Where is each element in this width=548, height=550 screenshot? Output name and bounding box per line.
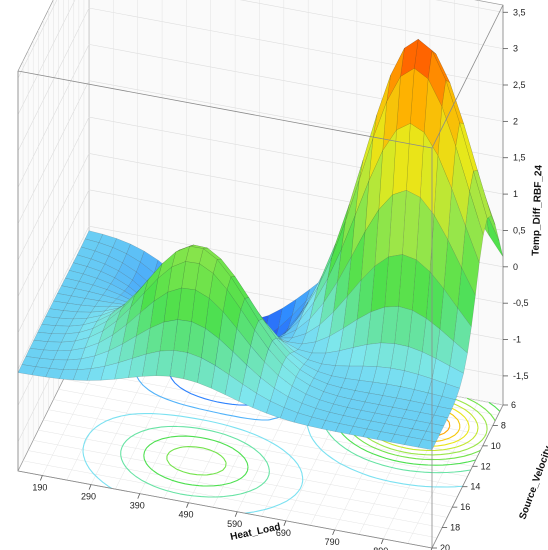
z-tick-label: 1,5 — [513, 153, 526, 163]
x-tick-label: 690 — [276, 528, 291, 538]
x-tick-mark — [332, 529, 335, 536]
z-tick-label: 0,5 — [513, 225, 526, 235]
surface-cell — [307, 416, 326, 430]
surface-cell — [155, 350, 174, 377]
y-tick-label: 6 — [511, 400, 516, 410]
surface-cell — [169, 350, 188, 379]
floor-gridline — [43, 419, 458, 498]
y-tick-label: 12 — [481, 461, 491, 471]
x-tick-mark — [186, 502, 189, 508]
surface-cell — [114, 358, 133, 380]
y-tick-label: 16 — [460, 502, 470, 512]
x-tick-label: 790 — [325, 537, 340, 547]
z-gridline — [239, 0, 504, 49]
surface-cell — [100, 362, 119, 381]
front-box-edges — [17, 4, 504, 549]
floor-gridline — [48, 409, 463, 487]
z-axis-title: Temp_Diff_RBF_24 — [530, 164, 544, 256]
surface-cell — [17, 364, 37, 376]
surface-cell — [86, 366, 106, 381]
x-tick-mark — [283, 520, 287, 526]
surface-mesh — [17, 38, 504, 451]
surface-cell — [252, 392, 271, 414]
x-tick-label: 490 — [178, 510, 193, 520]
y-axis-title: Source_Velocity — [517, 444, 548, 521]
floor-gridline — [28, 450, 443, 528]
y-tick-label: 20 — [440, 543, 450, 550]
z-tick-label: -1 — [513, 335, 521, 345]
box-edge — [17, 70, 433, 149]
z-tick-label: -0,5 — [513, 298, 529, 308]
surface-cell — [376, 431, 395, 443]
surface-cell — [72, 368, 92, 381]
y-tick-label: 14 — [470, 482, 480, 492]
axis-ticks: 1902903904905906907908909906810121416182… — [32, 7, 529, 550]
y-tick-label: 18 — [450, 523, 460, 533]
z-tick-label: -1,5 — [513, 371, 529, 381]
z-tick-label: 1 — [513, 189, 518, 199]
x-tick-label: 390 — [130, 501, 145, 511]
x-tick-mark — [39, 475, 43, 481]
z-tick-label: 3,5 — [513, 7, 526, 17]
x-tick-mark — [137, 493, 141, 499]
y-tick-label: 8 — [501, 420, 506, 430]
surface-cell — [59, 369, 78, 381]
x-tick-mark — [88, 484, 92, 490]
floor-gridline — [58, 389, 473, 467]
z-tick-label: 2,5 — [513, 80, 526, 90]
x-tick-label: 290 — [81, 492, 96, 502]
x-tick-mark — [234, 511, 238, 517]
y-tick-label: 10 — [491, 441, 501, 451]
x-tick-label: 890 — [373, 546, 388, 550]
z-tick-label: 2 — [513, 116, 518, 126]
floor-gridline — [23, 460, 438, 539]
box-edge — [431, 404, 504, 549]
x-tick-mark — [430, 547, 433, 550]
x-tick-label: 590 — [227, 519, 242, 529]
box-edge — [431, 4, 504, 149]
surface-cell — [183, 352, 202, 383]
surface-cell — [238, 383, 257, 408]
x-tick-mark — [380, 538, 384, 545]
floor-gridline — [53, 399, 468, 477]
box-edge — [17, 470, 433, 549]
surface-cell — [141, 350, 161, 377]
z-tick-label: 3 — [513, 44, 518, 54]
surface-cell — [224, 374, 243, 402]
z-tick-label: 0 — [513, 262, 518, 272]
floor-gridline — [38, 429, 453, 508]
x-tick-label: 190 — [32, 483, 47, 493]
